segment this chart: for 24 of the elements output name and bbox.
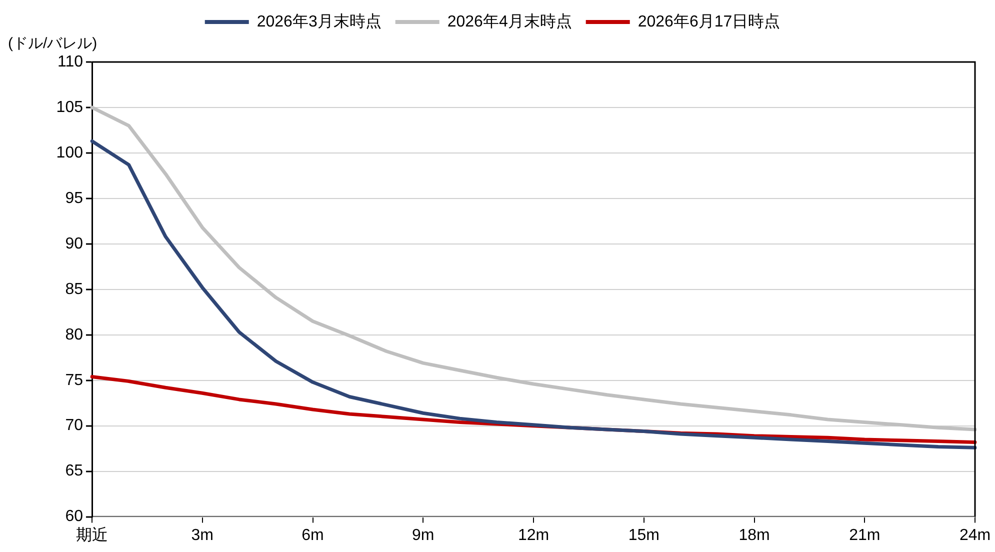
y-tick-label: 75 [65, 372, 84, 389]
x-tick-label: 9m [412, 526, 434, 544]
y-tick-label: 80 [65, 326, 84, 344]
x-tick-label: 3m [191, 526, 214, 544]
y-tick-label: 70 [65, 417, 84, 434]
y-tick-label: 95 [65, 190, 84, 207]
x-tick-label: 期近 [76, 526, 108, 544]
y-axis-title: (ドル/バレル) [8, 35, 98, 52]
x-tick-label: 15m [628, 526, 660, 544]
x-tick-label: 24m [959, 526, 991, 544]
y-tick-label: 110 [57, 53, 84, 70]
x-tick-label: 18m [738, 526, 770, 544]
y-tick-label: 85 [65, 280, 84, 298]
legend-label: 2026年3月末時点 [256, 12, 382, 30]
legend-label: 2026年6月17日時点 [638, 12, 780, 30]
legend-label: 2026年4月末時点 [447, 12, 572, 30]
y-tick-label: 105 [56, 98, 84, 116]
x-tick-label: 21m [849, 526, 880, 544]
y-tick-label: 90 [65, 235, 84, 252]
y-tick-label: 100 [56, 144, 84, 162]
x-tick-label: 6m [302, 526, 324, 544]
x-tick-label: 12m [518, 526, 550, 544]
y-tick-label: 65 [65, 462, 84, 480]
y-tick-label: 60 [65, 508, 84, 526]
